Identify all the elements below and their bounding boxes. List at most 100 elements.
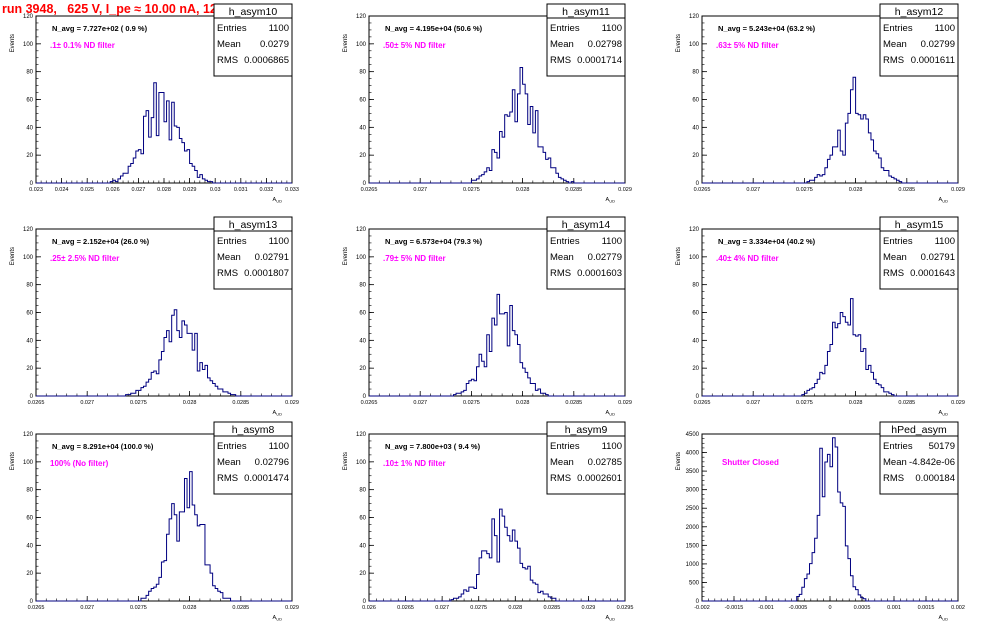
histogram-panel-h_asym13: Events 0 20 40 60 80 100 120 0.0265 0.027 0.0275 0.…	[10, 216, 299, 417]
y-tick-label: 20	[359, 153, 366, 159]
histogram-title: h_asym9	[565, 424, 608, 436]
histogram-panel-h_asym10: Events 0 20 40 60 80 100 120 0.023 0.024 0.025 0.02…	[10, 3, 299, 204]
x-tick-label: 0.0265	[694, 187, 711, 193]
histogram-line	[36, 82, 292, 184]
x-axis-label: AUD	[939, 410, 949, 417]
y-tick-label: 100	[356, 42, 367, 48]
y-tick-label: 40	[359, 125, 366, 131]
x-tick-label: -0.002	[694, 605, 710, 611]
y-tick-label: 100	[23, 460, 34, 466]
x-tick-label: 0.026	[106, 187, 120, 193]
x-tick-label: 0.024	[55, 187, 69, 193]
histogram-line	[702, 76, 958, 184]
histogram-panel-h_asym15: Events 0 20 40 60 80 100 120 0.0265 0.027 0.0275 0.…	[676, 216, 965, 417]
y-tick-label: 120	[23, 14, 34, 20]
y-tick-label: 60	[26, 98, 33, 104]
stats-key: Entries	[550, 236, 580, 247]
n-avg-label: N_avg = 2.152e+04 (26.0 %)	[52, 237, 150, 246]
y-tick-label: 120	[356, 432, 367, 438]
y-tick-label: 0	[696, 181, 700, 187]
stats-key: RMS	[550, 268, 571, 279]
x-tick-label: -0.001	[758, 605, 774, 611]
y-tick-label: 60	[692, 311, 699, 317]
stats-key: Mean	[217, 457, 241, 468]
stats-value: 0.0002601	[577, 473, 622, 484]
x-tick-label: 0.0285	[565, 400, 582, 406]
x-tick-label: 0.028	[849, 400, 863, 406]
histogram-title: h_asym8	[232, 424, 275, 436]
filter-label: .63± 5% ND filter	[716, 41, 779, 50]
y-tick-label: 0	[363, 181, 367, 187]
x-axis-label: AUD	[273, 197, 283, 204]
y-axis-label: Events	[343, 452, 349, 470]
histogram-line	[369, 66, 625, 184]
y-tick-label: 120	[23, 432, 34, 438]
x-tick-label: 0.029	[582, 605, 596, 611]
stats-box	[546, 216, 626, 290]
y-tick-label: 20	[26, 153, 33, 159]
filter-label: .40± 4% ND filter	[716, 254, 779, 263]
y-tick-label: 40	[26, 125, 33, 131]
y-tick-label: 80	[692, 283, 699, 289]
y-tick-label: 4500	[686, 432, 700, 438]
n-avg-label: N_avg = 5.243e+04 (63.2 %)	[718, 24, 816, 33]
y-tick-label: 20	[692, 153, 699, 159]
stats-key: RMS	[217, 55, 238, 66]
stats-key: RMS	[883, 55, 904, 66]
n-avg-label: N_avg = 7.800e+03 ( 9.4 %)	[385, 442, 481, 451]
y-tick-label: 80	[359, 283, 366, 289]
stats-value: 0.0001714	[577, 55, 622, 66]
x-tick-label: 0.028	[157, 187, 171, 193]
y-axis-label: Events	[343, 34, 349, 52]
stats-key: Entries	[550, 23, 580, 34]
y-tick-label: 3000	[686, 488, 700, 494]
x-tick-label: 0.002	[951, 605, 965, 611]
x-tick-label: 0.0265	[694, 400, 711, 406]
stats-box	[879, 421, 959, 495]
stats-value: 0.0001807	[244, 268, 289, 279]
x-tick-label: 0.029	[951, 400, 965, 406]
x-tick-label: 0.0285	[232, 605, 249, 611]
y-tick-label: 120	[23, 227, 34, 233]
y-tick-label: 100	[356, 460, 367, 466]
histogram-line	[702, 437, 958, 602]
stats-value: 50179	[929, 441, 955, 452]
x-tick-label: 0.0295	[617, 605, 634, 611]
stats-value: 0.0001474	[244, 473, 289, 484]
x-tick-label: 0.0285	[898, 400, 915, 406]
x-tick-label: 0.0265	[361, 187, 378, 193]
stats-key: Entries	[883, 441, 913, 452]
y-tick-label: 100	[689, 255, 700, 261]
stats-value: 0.02798	[588, 39, 622, 50]
filter-label: .10± 1% ND filter	[383, 459, 446, 468]
y-tick-label: 60	[692, 98, 699, 104]
stats-key: RMS	[217, 473, 238, 484]
x-tick-label: 0.0275	[130, 605, 147, 611]
y-axis-label: Events	[10, 452, 16, 470]
y-axis-label: Events	[676, 34, 682, 52]
y-tick-label: 0	[30, 181, 34, 187]
x-tick-label: 0	[828, 605, 831, 611]
x-tick-label: 0.0265	[397, 605, 414, 611]
x-tick-label: 0.031	[234, 187, 248, 193]
x-tick-label: 0.0275	[130, 400, 147, 406]
x-axis-label: AUD	[606, 410, 616, 417]
y-tick-label: 20	[692, 366, 699, 372]
histogram-title: h_asym12	[895, 6, 944, 18]
stats-value: 0.0001603	[577, 268, 622, 279]
x-tick-label: 0.029	[951, 187, 965, 193]
histogram-line	[36, 471, 292, 602]
x-tick-label: 0.028	[516, 400, 530, 406]
x-axis-label: AUD	[939, 615, 949, 622]
stats-value: 1100	[269, 236, 289, 247]
x-tick-label: 0.027	[413, 400, 427, 406]
stats-key: Entries	[883, 236, 913, 247]
stats-value: 1100	[602, 23, 622, 34]
histogram-line	[702, 298, 958, 397]
x-axis-label: AUD	[606, 615, 616, 622]
stats-key: Mean	[217, 252, 241, 263]
stats-value: 1100	[935, 23, 955, 34]
stats-key: RMS	[883, 268, 904, 279]
n-avg-label: N_avg = 3.334e+04 (40.2 %)	[718, 237, 816, 246]
x-tick-label: 0.023	[29, 187, 43, 193]
